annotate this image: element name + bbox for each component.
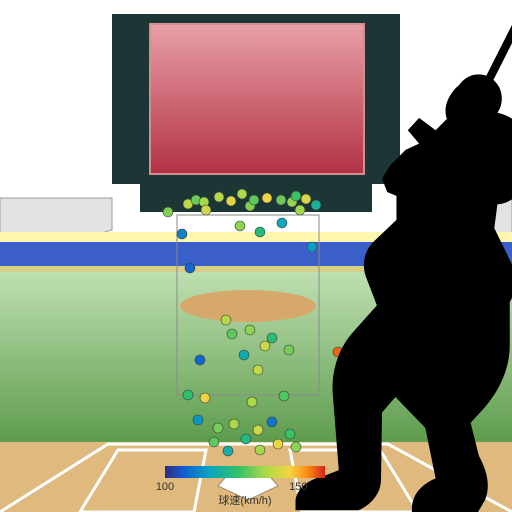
pitch-dot (229, 419, 239, 429)
pitch-dot (239, 350, 249, 360)
pitch-dot (163, 207, 173, 217)
pitch-dot (279, 391, 289, 401)
pitch-dot (195, 355, 205, 365)
colorbar-tick: 150 (289, 481, 307, 493)
pitch-dot (237, 189, 247, 199)
pitch-dot (213, 423, 223, 433)
pitch-dot (193, 415, 203, 425)
pitch-dot (253, 365, 263, 375)
pitch-dot (301, 194, 311, 204)
pitch-dot (262, 193, 272, 203)
pitch-dot (255, 445, 265, 455)
colorbar-gradient (165, 466, 325, 478)
pitch-dot (247, 397, 257, 407)
pitch-dot (253, 425, 263, 435)
pitch-dot (223, 446, 233, 456)
pitch-dot (185, 263, 195, 273)
pitch-dot (200, 393, 210, 403)
pitch-dot (285, 429, 295, 439)
pitch-dot (267, 417, 277, 427)
pitch-dot (284, 345, 294, 355)
pitch-dot (245, 325, 255, 335)
pitch-dot (201, 205, 211, 215)
pitch-dot (273, 439, 283, 449)
colorbar-label: 球速(km/h) (218, 493, 271, 507)
scoreboard-screen (150, 24, 364, 174)
pitch-dot (311, 200, 321, 210)
pitch-location-chart: 100 150 球速(km/h) (0, 0, 512, 512)
pitch-dot (307, 242, 317, 252)
pitch-dot (295, 205, 305, 215)
pitch-dot (241, 434, 251, 444)
pitch-dot (221, 315, 231, 325)
pitch-dot (291, 442, 301, 452)
pitch-dot (277, 218, 287, 228)
pitch-dot (226, 196, 236, 206)
pitch-dot (235, 221, 245, 231)
pitch-dot (214, 192, 224, 202)
pitch-dot (227, 329, 237, 339)
pitch-dot (276, 195, 286, 205)
pitch-dot (249, 195, 259, 205)
pitch-dot (183, 390, 193, 400)
pitch-dot (260, 341, 270, 351)
pitch-dot (291, 191, 301, 201)
pitchers-mound (180, 290, 316, 322)
pitch-dot (255, 227, 265, 237)
pitch-dot (267, 333, 277, 343)
pitch-dot (177, 229, 187, 239)
colorbar-tick: 100 (156, 481, 174, 493)
pitch-dot (209, 437, 219, 447)
